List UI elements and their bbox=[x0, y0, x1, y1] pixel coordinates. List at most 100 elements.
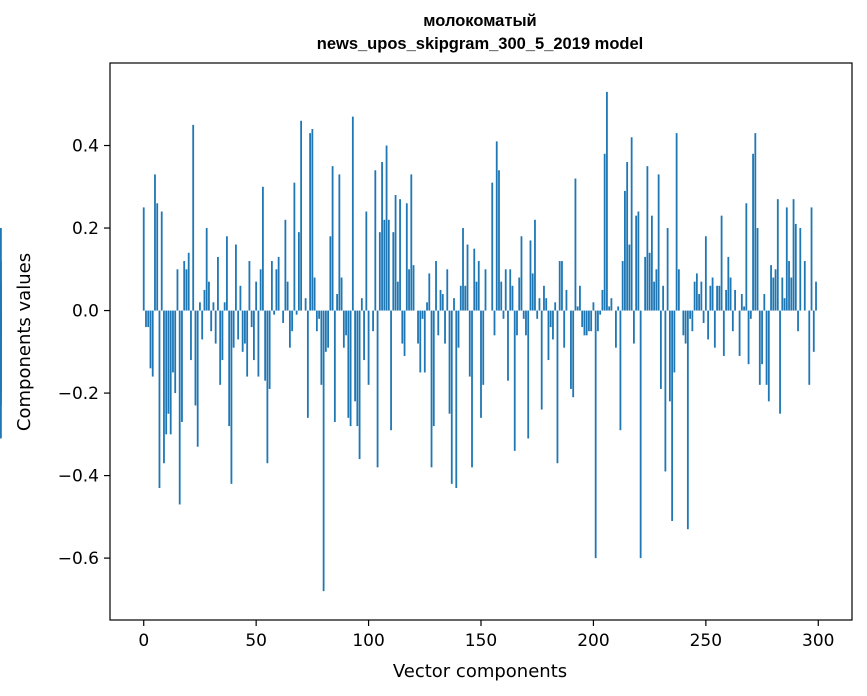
bar bbox=[673, 310, 676, 373]
bar bbox=[518, 277, 521, 311]
bar bbox=[394, 195, 397, 311]
bar bbox=[428, 273, 431, 311]
bar bbox=[273, 310, 276, 315]
bar bbox=[459, 285, 462, 311]
y-tick-label: 0.0 bbox=[72, 302, 99, 322]
bar bbox=[282, 310, 285, 323]
bar bbox=[747, 310, 750, 365]
bar bbox=[336, 294, 338, 311]
bar bbox=[239, 285, 242, 311]
bar bbox=[592, 302, 595, 311]
bar bbox=[270, 261, 273, 311]
bar bbox=[426, 302, 428, 311]
bar bbox=[682, 310, 685, 336]
bar bbox=[199, 302, 201, 311]
bar bbox=[241, 310, 244, 352]
bar bbox=[709, 285, 712, 311]
bar bbox=[677, 269, 680, 311]
bar bbox=[223, 302, 226, 311]
bar bbox=[423, 310, 426, 373]
bar bbox=[808, 310, 811, 385]
bar bbox=[491, 182, 494, 311]
bar bbox=[810, 207, 813, 311]
bar bbox=[599, 310, 602, 315]
bar bbox=[163, 310, 165, 464]
bar bbox=[779, 310, 781, 414]
bar bbox=[608, 306, 611, 311]
bar bbox=[149, 310, 152, 369]
x-tick-label: 200 bbox=[577, 631, 609, 651]
bar bbox=[794, 223, 797, 311]
bar bbox=[205, 228, 208, 311]
bar bbox=[432, 310, 435, 427]
bar bbox=[210, 310, 213, 332]
bar bbox=[313, 277, 316, 311]
bar bbox=[756, 228, 759, 311]
bar bbox=[547, 310, 550, 361]
bar bbox=[0, 281, 2, 311]
bar bbox=[214, 310, 217, 344]
bar bbox=[356, 310, 359, 427]
bar bbox=[372, 310, 374, 332]
bar bbox=[666, 228, 669, 311]
bar bbox=[763, 294, 766, 311]
bar bbox=[572, 310, 575, 398]
bar bbox=[0, 228, 2, 311]
bar bbox=[405, 203, 408, 311]
bar bbox=[194, 310, 197, 406]
bar bbox=[615, 310, 617, 348]
bar bbox=[734, 289, 736, 311]
bar bbox=[358, 310, 361, 460]
bar bbox=[421, 310, 424, 319]
bar bbox=[419, 310, 422, 373]
bar bbox=[349, 310, 352, 427]
bar bbox=[277, 256, 280, 311]
bar bbox=[329, 236, 332, 311]
bar bbox=[563, 310, 566, 348]
bar bbox=[738, 310, 741, 356]
bar bbox=[340, 277, 343, 311]
bar bbox=[228, 310, 231, 427]
bar bbox=[401, 310, 404, 344]
bar bbox=[731, 310, 734, 332]
bar bbox=[788, 261, 790, 311]
bar bbox=[378, 232, 381, 311]
bar bbox=[540, 310, 543, 410]
bar bbox=[783, 298, 786, 311]
bar bbox=[695, 273, 698, 311]
bar bbox=[583, 310, 586, 336]
bar bbox=[342, 310, 345, 348]
bar bbox=[754, 133, 757, 311]
bar bbox=[160, 211, 163, 311]
bar bbox=[217, 256, 219, 311]
bar bbox=[403, 310, 406, 356]
bar bbox=[286, 281, 289, 311]
bar bbox=[360, 298, 363, 311]
bar bbox=[475, 281, 478, 311]
bar bbox=[309, 133, 312, 311]
bar bbox=[412, 265, 415, 311]
bar bbox=[172, 310, 174, 373]
bar bbox=[230, 310, 233, 484]
bar bbox=[381, 162, 383, 311]
bar bbox=[187, 252, 190, 311]
bar bbox=[275, 269, 278, 311]
bar bbox=[255, 281, 258, 311]
bar bbox=[176, 269, 179, 311]
bar bbox=[367, 310, 370, 385]
bar bbox=[257, 310, 260, 377]
bar bbox=[495, 141, 498, 311]
bar bbox=[624, 190, 626, 311]
bar bbox=[749, 310, 752, 319]
bar bbox=[399, 199, 401, 311]
bar bbox=[606, 91, 608, 311]
bar bbox=[347, 310, 350, 418]
bar bbox=[450, 310, 453, 484]
bar bbox=[511, 285, 514, 311]
bar bbox=[244, 310, 246, 344]
bar bbox=[327, 310, 329, 348]
bar bbox=[464, 285, 467, 311]
bar bbox=[552, 310, 554, 340]
bar bbox=[588, 310, 590, 332]
bar bbox=[617, 306, 620, 311]
